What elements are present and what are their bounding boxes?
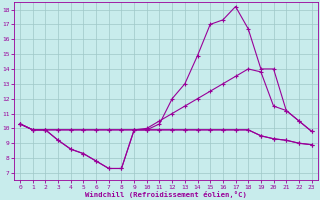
X-axis label: Windchill (Refroidissement éolien,°C): Windchill (Refroidissement éolien,°C)	[85, 191, 247, 198]
